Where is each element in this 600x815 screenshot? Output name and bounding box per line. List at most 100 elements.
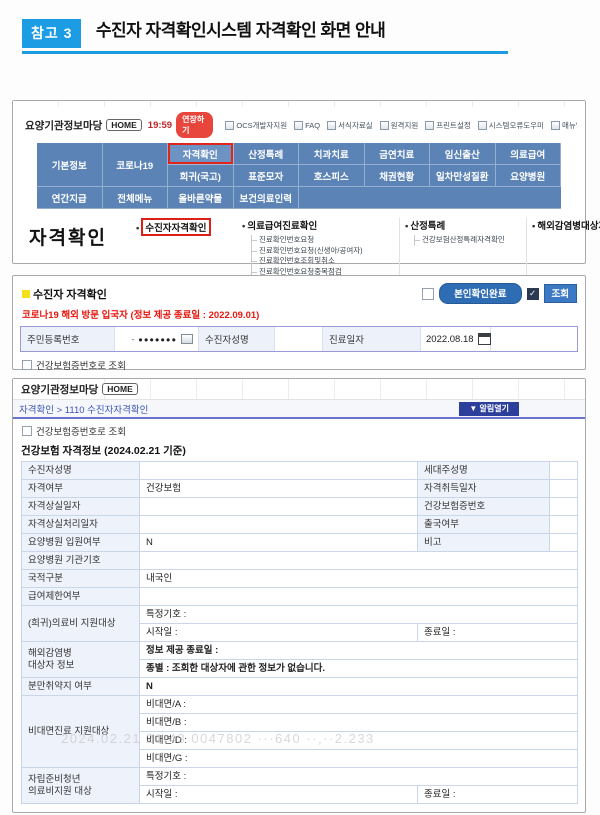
- dropdown-item-overseas-infection[interactable]: •해외감염병대상자조회: [532, 218, 600, 232]
- table-row: 급여제한여부: [21, 587, 578, 606]
- home-button[interactable]: HOME: [102, 383, 138, 395]
- table-row: 비대면/B :: [22, 713, 578, 732]
- submenu-list: 진료확인번호요청 진료확인번호요청(신생아/공여자) 진료확인번호조회및취소 진…: [251, 235, 394, 277]
- session-timer: 19:59: [147, 119, 173, 131]
- row-value: [549, 479, 578, 498]
- menu-dental[interactable]: 치과치료: [299, 143, 365, 165]
- menu-rare-disease[interactable]: 희귀(국고): [168, 165, 234, 187]
- row-label: 출국여부: [417, 515, 550, 534]
- row-value: N: [139, 677, 578, 696]
- utility-links: OCS개발자지원 FAQ 서식자료실 원격지원 프린트설정 시스템오류도우미 매…: [225, 120, 577, 131]
- util-print-link[interactable]: 프린트설정: [425, 120, 471, 131]
- row-label: 수진자성명: [21, 461, 140, 480]
- dropdown-item-patient-eligibility[interactable]: • 수진자자격확인: [136, 218, 232, 236]
- eligibility-dropdown: 자격확인 • 수진자자격확인 • 의료급여진료확인 진료확인번호요청 진료확인번호요…: [13, 209, 600, 281]
- menu-hospice[interactable]: 호스피스: [299, 165, 365, 187]
- extend-session-button[interactable]: 연장하기: [176, 112, 214, 138]
- rrn-label: 주민등록번호: [21, 327, 115, 351]
- calendar-icon[interactable]: [477, 333, 491, 345]
- util-ocs-link[interactable]: OCS개발자지원: [225, 120, 287, 131]
- verify-checkbox[interactable]: [422, 287, 435, 300]
- rrn-masked-value: - ●●●●●●●: [131, 334, 177, 344]
- menu-smoking-cessation[interactable]: 금연치료: [364, 143, 430, 165]
- menu-eligibility-check[interactable]: 자격확인: [168, 143, 234, 165]
- main-menu: 기본정보 코로나19 자격확인 산정특례 치과치료 금연치료 임신출산 의료급여…: [37, 143, 561, 209]
- submenu-item[interactable]: 진료확인번호요청중복점검: [252, 267, 394, 278]
- menu-care-hospital[interactable]: 요양병원: [495, 165, 561, 187]
- submenu-item[interactable]: 진료확인번호요청: [252, 235, 394, 246]
- insurance-number-checkbox[interactable]: [22, 426, 32, 436]
- menu-health-workforce[interactable]: 보건의료인력: [233, 187, 299, 209]
- treatment-date-label: 진료일자: [323, 327, 421, 351]
- rrn-field[interactable]: - ●●●●●●●: [115, 327, 199, 351]
- menu-standard-mother[interactable]: 표준모자: [233, 165, 299, 187]
- bullet-glyph: •: [242, 221, 246, 232]
- printer-icon: [477, 120, 487, 130]
- table-row: 요양병원 기관기호: [21, 551, 578, 570]
- menu-all-menu[interactable]: 전체메뉴: [102, 187, 168, 209]
- submenu-item[interactable]: 건강보험산정특례자격확인: [415, 235, 521, 246]
- menu-medical-aid[interactable]: 의료급여: [495, 143, 561, 165]
- patient-name-field[interactable]: [275, 327, 323, 351]
- virtual-keyboard-icon[interactable]: [181, 334, 193, 344]
- row-label: 분만취약지 여부: [21, 677, 140, 696]
- util-faq-link[interactable]: FAQ: [294, 120, 321, 130]
- menu-special-calc[interactable]: 산정특례: [233, 143, 299, 165]
- menu-bond-status[interactable]: 채권현황: [364, 165, 430, 187]
- util-label: 원격지원: [390, 120, 419, 130]
- folder-icon: [327, 120, 337, 130]
- yellow-bullet-icon: [22, 289, 30, 298]
- page-title: 수진자 자격확인시스템 자격확인 화면 안내: [95, 21, 386, 40]
- row-label: 세대주성명: [417, 461, 550, 480]
- util-remote-link[interactable]: 원격지원: [379, 120, 419, 131]
- submenu-item[interactable]: 진료확인번호조회및취소: [252, 256, 394, 267]
- util-forms-link[interactable]: 서식자료실: [327, 120, 373, 131]
- menu-correct-medication[interactable]: 올바른약물: [168, 187, 234, 209]
- row-value: 종별 : 조회한 대상자에 관한 정보가 없습니다.: [139, 659, 578, 678]
- row-value: N: [139, 533, 418, 552]
- result-topbar: 요양기관정보마당 HOME: [13, 379, 585, 400]
- treatment-date-field[interactable]: 2022.08.18: [421, 327, 491, 351]
- group-medical-aid-confirm: • 의료급여진료확인 진료확인번호요청 진료확인번호요청(신생아/공여자) 진료확…: [237, 218, 399, 277]
- row-label: 국적구분: [21, 569, 140, 588]
- menu-annual-payment[interactable]: 연간지급: [37, 187, 103, 209]
- group-overseas-infection: •해외감염병대상자조회: [526, 218, 600, 277]
- row-value: [549, 497, 578, 516]
- row-value: 정보 제공 종료일 :: [139, 641, 578, 660]
- query-button[interactable]: 조회: [543, 284, 577, 303]
- row-value: [139, 461, 418, 480]
- identity-confirm-button[interactable]: 본인확인완료: [439, 283, 522, 304]
- document-icon: [225, 120, 235, 130]
- menu-pregnancy[interactable]: 임신출산: [430, 143, 496, 165]
- search-form-screenshot: 수진자 자격확인 본인확인완료 ✓ 조회 코로나19 해외 방문 입국자 (정보…: [12, 275, 586, 372]
- util-label: 서식자료실: [338, 120, 373, 130]
- util-label: FAQ: [305, 120, 321, 130]
- portal-name: 요양기관정보마당: [21, 383, 99, 396]
- util-manual-link[interactable]: 매뉴얼: [550, 120, 577, 131]
- open-alerts-button[interactable]: ▼ 알림열기: [459, 401, 519, 416]
- row-value: 시작일 :: [139, 785, 418, 804]
- dropdown-item-medical-aid[interactable]: • 의료급여진료확인: [242, 218, 394, 232]
- chat-icon: [294, 120, 304, 130]
- menu-corona19[interactable]: 코로나19: [102, 143, 168, 187]
- util-label: 시스템오류도우미: [488, 120, 544, 130]
- menu-chronic-disease[interactable]: 일차만성질환: [430, 165, 496, 187]
- group-label: 산정특례: [410, 221, 446, 232]
- row-label: 자격상실일자: [21, 497, 140, 516]
- insurance-number-checkbox[interactable]: [22, 360, 32, 370]
- row-value: 내국인: [139, 569, 578, 588]
- dropdown-item-special-calc[interactable]: • 산정특례: [405, 218, 521, 232]
- row-value: [139, 587, 578, 606]
- util-label: 프린트설정: [436, 120, 471, 130]
- util-error-helper-link[interactable]: 시스템오류도우미: [477, 120, 544, 131]
- row-label: 자격취득일자: [417, 479, 550, 498]
- monitor-icon: [379, 120, 389, 130]
- dropdown-title: 자격확인: [29, 228, 107, 249]
- submenu-item[interactable]: 진료확인번호요청(신생아/공여자): [252, 246, 394, 257]
- row-value: 시작일 :: [139, 623, 418, 642]
- menu-basic-info[interactable]: 기본정보: [37, 143, 103, 187]
- row-label: 자격상실처리일자: [21, 515, 140, 534]
- home-button[interactable]: HOME: [106, 119, 142, 131]
- query-checkbox-checked[interactable]: ✓: [526, 287, 539, 300]
- table-row: 자격상실처리일자 출국여부: [21, 515, 578, 534]
